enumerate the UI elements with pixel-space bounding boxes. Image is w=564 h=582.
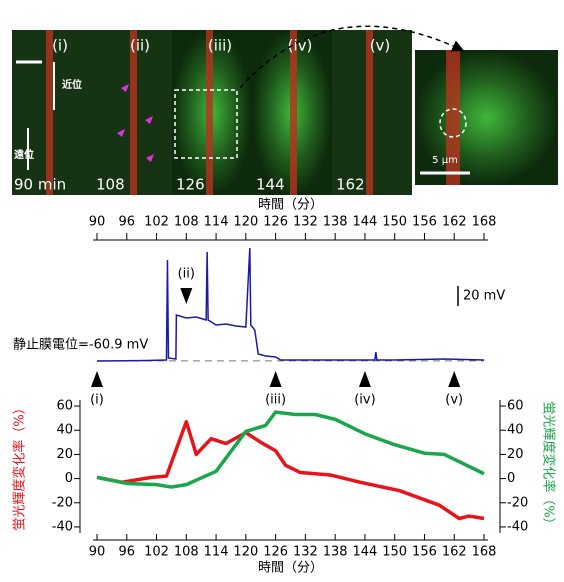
x-tick-label: 120 [233, 545, 258, 560]
marker-label: (ii) [178, 267, 195, 282]
marker-label: (i) [90, 393, 104, 408]
microscopy-strip: (i) 90 min (ii) 108 (iii) 126 (iv) 144 (v) 162 近位遠… [12, 30, 412, 195]
zoom-panel: 5 μm [415, 50, 558, 185]
panel-time: 108 [96, 176, 125, 194]
panel-time: 90 min [14, 176, 66, 194]
neurite [206, 30, 213, 195]
series-line [96, 420, 485, 521]
fluorescence-chart: -40 -20 0 20 40 60 -40 -20 0 20 40 60 90 96 102 108 114 1… [12, 399, 557, 576]
trace-chart: 時間（分） 90 96 102 108 114 120 126 132 138 144 150 156 1… [13, 198, 505, 408]
y-tick-label: 20 [56, 447, 73, 462]
y-tick-label: 0 [65, 471, 73, 486]
x-tick-label: 162 [442, 545, 467, 560]
scale-label: 5 μm [432, 155, 458, 166]
y2-tick-label: 40 [507, 423, 524, 438]
panel-time: 144 [256, 176, 285, 194]
x-tick-label: 144 [353, 545, 378, 560]
x-axis-title: 時間（分） [258, 561, 323, 576]
marker [358, 371, 371, 387]
neurite [290, 30, 297, 195]
x-tick-label: 96 [118, 545, 135, 560]
panel-label: (ii) [130, 37, 150, 55]
panel-time: 162 [336, 176, 365, 194]
neurite [46, 30, 53, 195]
x-tick-label: 168 [472, 545, 497, 560]
y2-tick-label: 20 [507, 447, 524, 462]
marker [180, 288, 193, 304]
y2-axis-title: 蛍光輝度変化率（%） [541, 401, 557, 530]
distal-label: 遠位 [14, 148, 34, 161]
pointer [145, 116, 153, 124]
series-line [96, 410, 485, 489]
panel-time: 126 [176, 176, 205, 194]
x-tick-label: 102 [144, 215, 169, 230]
pointer [146, 154, 154, 162]
x-tick-label: 168 [472, 215, 497, 230]
x-tick-label: 138 [323, 545, 348, 560]
marker-label: (iii) [265, 393, 286, 408]
marker-label: (v) [445, 393, 463, 408]
y-tick-label: -40 [52, 519, 73, 534]
x-tick-label: 126 [263, 545, 288, 560]
x-tick-label: 132 [293, 545, 318, 560]
x-tick-label: 144 [353, 215, 378, 230]
marker [91, 371, 103, 387]
x-tick-label: 96 [118, 215, 135, 230]
panel-label: (iii) [208, 37, 232, 55]
neurite [366, 30, 373, 195]
x-tick-label: 156 [412, 545, 437, 560]
x-tick-label: 114 [204, 545, 229, 560]
pointer [121, 84, 129, 92]
zoom-arrow [239, 25, 465, 89]
marker [448, 371, 461, 387]
y2-tick-label: -40 [507, 519, 528, 534]
x-tick-label: 156 [412, 215, 437, 230]
panel-label: (v) [370, 37, 391, 55]
y2-tick-label: 0 [507, 471, 515, 486]
y2-tick-label: -20 [507, 495, 528, 510]
x-axis-title: 時間（分） [258, 198, 323, 213]
x-tick-label: 150 [382, 215, 407, 230]
x-tick-label: 102 [144, 545, 169, 560]
y-tick-label: 60 [56, 399, 73, 414]
x-tick-label: 114 [204, 215, 229, 230]
zoom-box [174, 89, 238, 159]
trace [96, 247, 485, 362]
x-tick-label: 108 [174, 215, 199, 230]
y2-tick-label: 60 [507, 399, 524, 414]
y-axis-title: 蛍光輝度変化率（%） [12, 401, 28, 530]
marker [269, 371, 282, 387]
panel-label: (i) [52, 37, 68, 55]
pointer [117, 129, 125, 137]
x-tick-label: 150 [382, 545, 407, 560]
y-tick-label: 40 [56, 423, 73, 438]
x-tick-label: 120 [233, 215, 258, 230]
neurite [130, 30, 137, 195]
x-tick-label: 90 [89, 215, 106, 230]
x-tick-label: 132 [293, 215, 318, 230]
proximal-label: 近位 [62, 78, 82, 91]
x-tick-label: 138 [323, 215, 348, 230]
resting-label: 静止膜電位=-60.9 mV [13, 337, 148, 352]
x-tick-label: 162 [442, 215, 467, 230]
scale-bar-label: 20 mV [463, 289, 505, 304]
x-tick-label: 108 [174, 545, 199, 560]
panel-label: (iv) [288, 37, 313, 55]
marker-label: (iv) [354, 393, 375, 408]
y-tick-label: -20 [52, 495, 73, 510]
x-tick-label: 90 [89, 545, 106, 560]
x-tick-label: 126 [263, 215, 288, 230]
